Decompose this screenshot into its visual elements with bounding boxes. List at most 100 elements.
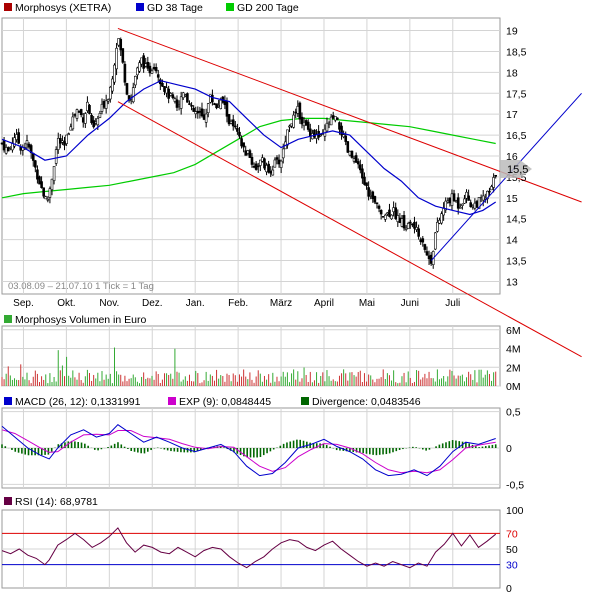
candle-body (406, 223, 410, 229)
candle-body (165, 87, 168, 94)
rsi-line (1, 527, 497, 569)
x-tick-label: März (270, 298, 292, 309)
gd38-line (1, 80, 497, 216)
candle-body (181, 92, 185, 99)
candle-body (373, 196, 377, 203)
candle-body (436, 222, 439, 232)
candle-body (86, 101, 89, 111)
candle-body (206, 103, 210, 113)
candle-body (59, 138, 62, 144)
candle-body (211, 94, 214, 103)
price-tick-label: 13 (506, 276, 518, 288)
candle-body (234, 125, 237, 128)
candle-body (100, 103, 104, 112)
candle-body (71, 116, 75, 130)
candle-body (492, 177, 495, 188)
candle-body (140, 57, 143, 65)
candle-body (69, 126, 73, 131)
candle-body (340, 125, 343, 136)
candle-body (175, 99, 179, 108)
candle-body (292, 114, 295, 128)
candle-body (246, 150, 250, 154)
candle-body (456, 197, 460, 209)
candle-body (192, 107, 195, 112)
candle-body (350, 150, 354, 158)
legend-icon-volume (4, 315, 12, 323)
candle-body (202, 114, 206, 120)
candle-body (154, 67, 158, 72)
candle-body (452, 193, 456, 201)
candle-body (196, 110, 200, 114)
candle-body (344, 135, 348, 142)
candle-body (113, 64, 116, 83)
candle-body (104, 100, 108, 109)
rsi-tick-label: 0 (506, 583, 512, 595)
candle-body (334, 116, 337, 121)
candle-body (236, 128, 239, 132)
candle-body (36, 169, 39, 180)
x-tick-label: Sep. (13, 298, 34, 309)
candle-body (425, 251, 429, 256)
legend-morphosys: Morphosys (XETRA) (15, 2, 111, 14)
candle-body (227, 114, 231, 125)
candle-body (27, 143, 31, 148)
candle-body (50, 178, 54, 190)
candle-body (302, 121, 306, 127)
candle-body (446, 200, 450, 203)
candle-body (465, 191, 468, 199)
price-tick-label: 16 (506, 151, 518, 163)
candle-body (281, 148, 285, 159)
candle-body (219, 99, 223, 109)
candle-body (90, 114, 93, 123)
candle-body (467, 195, 470, 201)
candle-body (9, 147, 12, 149)
candle-body (325, 122, 329, 132)
candle-body (250, 156, 254, 165)
legend-icon-exp (168, 397, 176, 405)
candle-body (217, 105, 220, 107)
legend-gd38: GD 38 Tage (147, 2, 203, 14)
candle-body (123, 63, 127, 83)
volume-legend: Morphosys Volumen in Euro (4, 314, 146, 326)
volume-tick-label: 4M (506, 344, 521, 356)
candle-body (336, 117, 339, 120)
candle-body (225, 101, 229, 117)
candle-body (125, 83, 129, 95)
price-tick-label: 14,5 (506, 214, 527, 226)
candle-body (294, 111, 298, 114)
candle-body (77, 110, 81, 113)
candle-body (461, 203, 464, 206)
candle-body (44, 196, 48, 200)
x-tick-label: Juni (401, 298, 419, 309)
candle-body (146, 61, 150, 69)
candle-body (473, 202, 477, 209)
legend-divergence: Divergence: 0,0483546 (312, 396, 421, 408)
candle-body (131, 87, 135, 103)
candle-body (356, 161, 360, 165)
candle-body (115, 47, 118, 70)
candle-body (188, 103, 191, 105)
candle-body (88, 105, 91, 114)
candle-body (269, 171, 273, 174)
rsi-tick-label: 30 (506, 560, 518, 572)
candle-body (296, 105, 300, 114)
legend-gd200: GD 200 Tage (237, 2, 299, 14)
candle-body (134, 75, 137, 86)
legend-icon-morphosys (4, 3, 12, 11)
legend-icon-gd200 (226, 3, 234, 11)
candle-body (4, 147, 8, 154)
volume-tick-label: 6M (506, 325, 521, 337)
candle-body (477, 197, 481, 209)
price-tick-label: 17,5 (506, 88, 527, 100)
candle-body (244, 150, 248, 156)
candle-body (419, 239, 423, 242)
gd200-layer (1, 117, 496, 199)
candle-body (13, 137, 16, 147)
candle-body (150, 70, 154, 74)
candle-body (286, 129, 289, 146)
price-tick-label: 16,5 (506, 130, 527, 142)
candle-body (396, 215, 400, 222)
candle-body (54, 149, 58, 164)
candle-body (177, 104, 181, 107)
candle-body (329, 116, 333, 126)
